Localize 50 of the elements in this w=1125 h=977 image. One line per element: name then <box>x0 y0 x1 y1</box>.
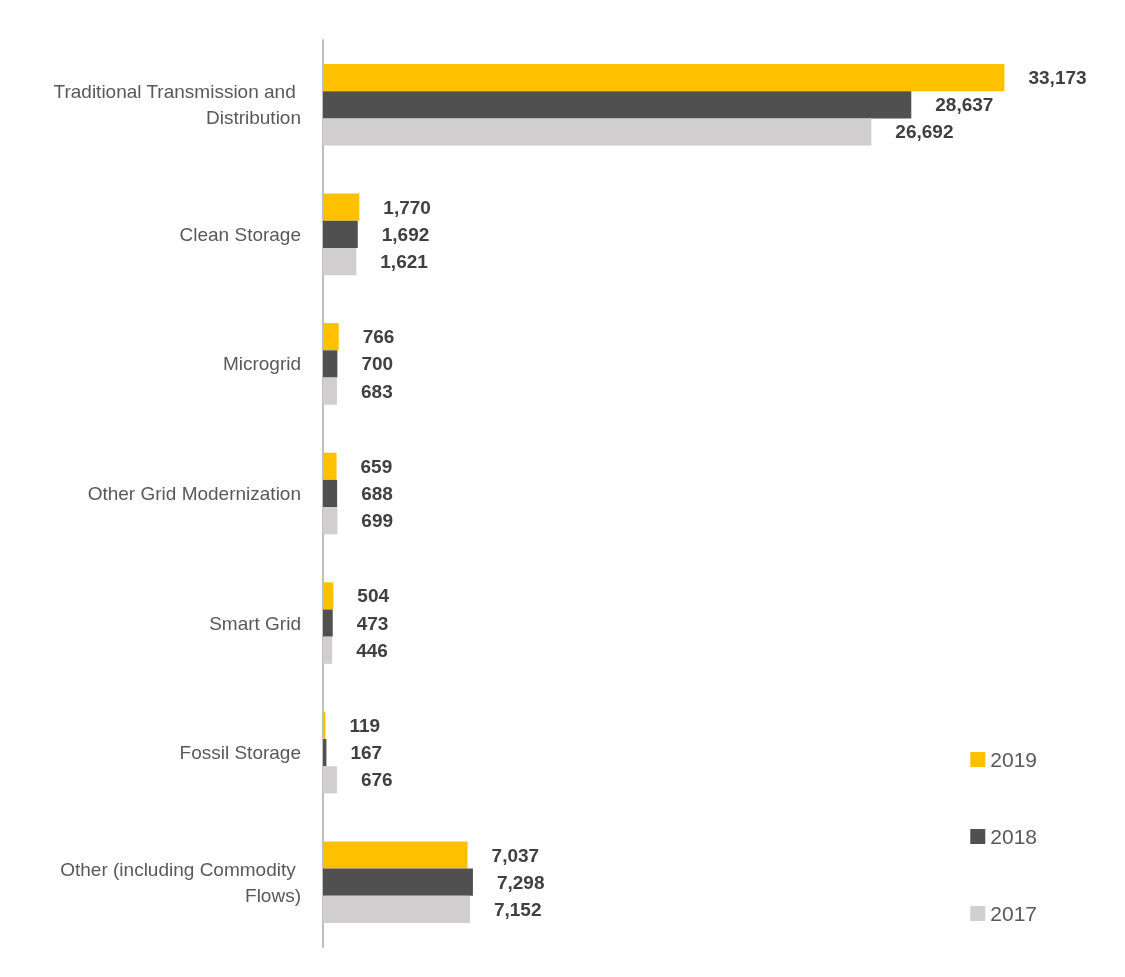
data-label: 7,152 <box>493 898 542 920</box>
data-label: 7,298 <box>496 871 545 893</box>
data-label: 699 <box>361 510 394 532</box>
y-tick-label: Clean Storage <box>179 223 301 245</box>
bar <box>323 841 468 869</box>
bar <box>323 895 470 924</box>
legend-label: 2017 <box>990 902 1037 925</box>
data-label: 1,621 <box>380 251 429 273</box>
legend-label: 2018 <box>990 825 1037 848</box>
bar <box>323 193 360 221</box>
bar <box>323 220 358 248</box>
legend-label: 2019 <box>990 748 1037 771</box>
data-label: 446 <box>356 639 388 661</box>
data-label: 26,692 <box>895 121 954 143</box>
data-label: 1,770 <box>383 196 431 218</box>
bar <box>323 118 872 146</box>
bar <box>323 247 357 276</box>
bar <box>323 479 338 508</box>
bar <box>323 582 334 610</box>
bar <box>323 63 1005 92</box>
bar <box>323 766 337 794</box>
data-label: 688 <box>361 483 393 504</box>
data-label: 683 <box>361 380 393 402</box>
bar <box>323 507 338 535</box>
y-tick-label: Fossil Storage <box>179 742 301 764</box>
bar <box>323 91 912 119</box>
data-label: 167 <box>350 742 383 764</box>
data-label: 7,037 <box>491 844 540 866</box>
y-tick-label: Other Grid Modernization <box>87 483 301 504</box>
bar <box>323 377 338 405</box>
bar <box>323 636 333 664</box>
y-tick-label: Microgrid <box>222 353 301 375</box>
data-label: 700 <box>361 353 394 375</box>
bar <box>323 609 333 637</box>
bar <box>323 323 339 351</box>
y-tick-label: Other (including Commodity Flows) <box>60 858 301 906</box>
data-label: 504 <box>357 585 390 607</box>
data-label: 1,692 <box>381 223 430 245</box>
data-label: 676 <box>360 769 393 791</box>
data-label: 766 <box>362 326 395 348</box>
bar <box>323 350 338 378</box>
data-label: 28,637 <box>935 94 994 116</box>
y-tick-label: Smart Grid <box>209 612 301 634</box>
y-tick-label: Traditional Transmission and Distribution <box>53 81 301 129</box>
bar <box>323 452 337 480</box>
data-label: 119 <box>349 714 381 736</box>
data-label: 659 <box>360 455 393 477</box>
data-label: 33,173 <box>1028 67 1087 89</box>
bar <box>323 868 473 896</box>
data-label: 473 <box>356 612 389 634</box>
